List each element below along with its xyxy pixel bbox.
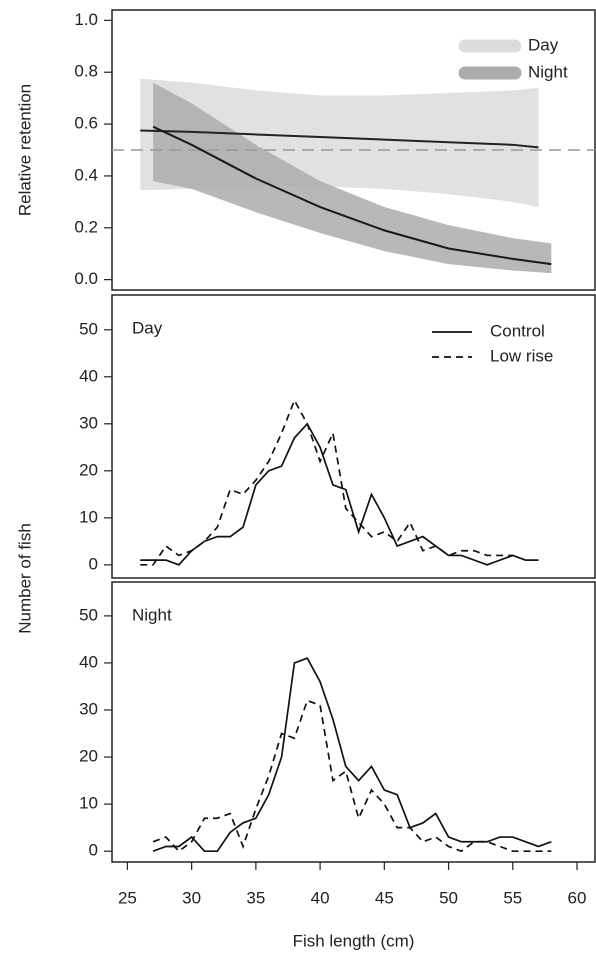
x-axis-label: Fish length (cm): [293, 931, 415, 950]
y-tick-label: 50: [79, 605, 98, 624]
legend-label: Low rise: [490, 346, 553, 365]
y-tick-label: 0: [89, 841, 98, 860]
y-tick-label: 0.0: [74, 269, 98, 288]
y-tick-label: 10: [79, 794, 98, 813]
y-tick-label: 30: [79, 699, 98, 718]
y-tick-label: 20: [79, 460, 98, 479]
x-tick-label: 50: [439, 888, 458, 907]
x-tick-label: 30: [182, 888, 201, 907]
x-tick-label: 60: [568, 888, 587, 907]
panel-frame: [111, 294, 596, 579]
panel-label: Night: [132, 605, 172, 624]
y-tick-label: 1.0: [74, 10, 98, 29]
series-line: [140, 422, 539, 566]
legend-label: Control: [490, 321, 545, 340]
fit-line: [140, 129, 539, 149]
series-line: [140, 398, 513, 566]
y-tick-label: 30: [79, 413, 98, 432]
y-tick-label: 50: [79, 319, 98, 338]
panel-frame: [111, 581, 596, 863]
y-tick-label: 0.8: [74, 62, 98, 81]
panel-label: Day: [132, 318, 163, 337]
y-tick-label: 0.4: [74, 165, 98, 184]
y-tick-label: 20: [79, 747, 98, 766]
y-tick-label: 0.2: [74, 217, 98, 236]
x-tick-label: 40: [311, 888, 330, 907]
y-axis-label: Relative retention: [15, 84, 34, 216]
fit-line: [152, 125, 552, 266]
y-tick-label: 40: [79, 366, 98, 385]
y-tick-label: 0.6: [74, 114, 98, 133]
x-tick-label: 25: [118, 888, 137, 907]
y-tick-label: 10: [79, 507, 98, 526]
legend-label: Day: [528, 35, 559, 54]
confidence-band: [153, 82, 552, 274]
y-tick-label: 40: [79, 652, 98, 671]
x-tick-label: 35: [246, 888, 265, 907]
x-tick-label: 55: [503, 888, 522, 907]
y-tick-label: 0: [89, 554, 98, 573]
series-line: [152, 699, 552, 853]
legend-label: Night: [528, 62, 568, 81]
series-line: [152, 657, 552, 853]
y-axis-label: Number of fish: [15, 523, 34, 634]
x-tick-label: 45: [375, 888, 394, 907]
